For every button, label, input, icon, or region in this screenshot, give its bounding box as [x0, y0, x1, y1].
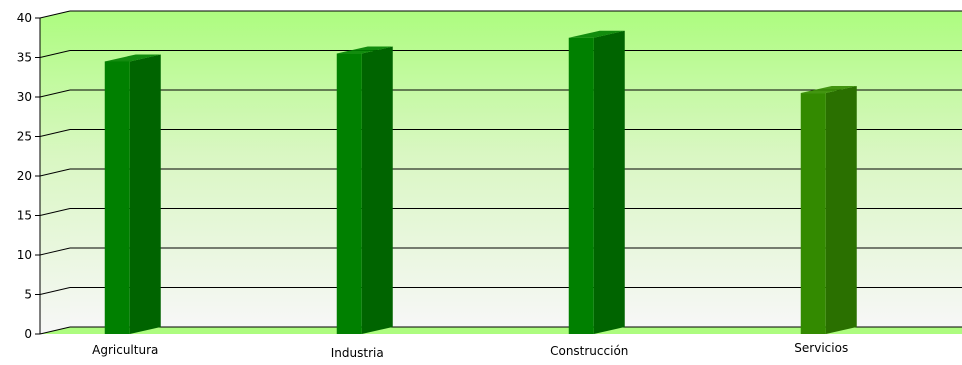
bar-top	[568, 30, 625, 38]
gridline-diagonal	[39, 129, 71, 137]
gridline-diagonal	[39, 287, 71, 295]
x-tick-label: Agricultura	[92, 343, 158, 357]
bar	[336, 53, 362, 335]
x-tick-label: Construcción	[550, 344, 628, 358]
x-tick-label: Industria	[331, 346, 384, 360]
gridline-diagonal	[39, 247, 71, 256]
bar-top	[336, 46, 393, 54]
y-tick-label: 15	[17, 209, 32, 223]
y-tick-label: 35	[17, 51, 32, 65]
plot-floor	[40, 327, 962, 334]
bar-top	[800, 86, 857, 94]
bar-side	[129, 54, 161, 334]
gridline-diagonal	[39, 89, 71, 98]
y-tick-label: 40	[17, 11, 32, 25]
y-tick-label: 0	[24, 327, 32, 341]
gridline-diagonal	[39, 208, 71, 216]
bar	[104, 61, 130, 334]
y-tick-label: 10	[17, 248, 32, 262]
y-tick-label: 5	[24, 288, 32, 302]
bar-top	[104, 54, 161, 62]
gridline-diagonal	[39, 326, 71, 335]
y-tick-label: 30	[17, 90, 32, 104]
gridline-diagonal	[39, 10, 71, 19]
y-tick-label: 25	[17, 130, 32, 144]
gridline-diagonal	[39, 168, 71, 177]
gridline-diagonal	[39, 50, 71, 58]
x-tick-label: Servicios	[794, 341, 848, 355]
bar	[800, 93, 826, 334]
bar-side	[361, 46, 393, 335]
bar	[568, 37, 594, 334]
y-tick-label: 20	[17, 169, 32, 183]
bar-side	[593, 30, 625, 334]
bar-side	[825, 86, 857, 334]
